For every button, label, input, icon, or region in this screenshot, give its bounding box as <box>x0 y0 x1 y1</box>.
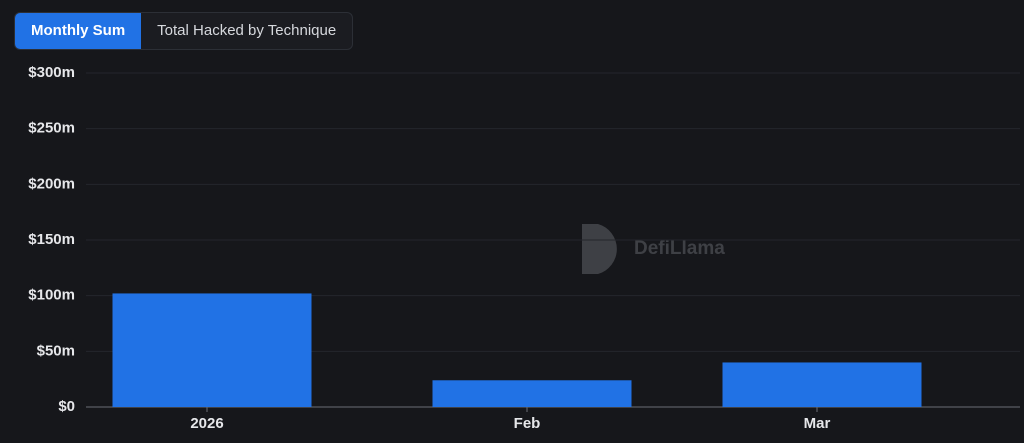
bar <box>112 293 312 407</box>
y-tick-label: $100m <box>28 287 75 304</box>
y-tick-label: $50m <box>37 342 75 359</box>
x-tick-label: 2026 <box>190 415 223 432</box>
x-tick-label: Mar <box>804 415 831 432</box>
bar <box>432 380 632 407</box>
y-tick-label: $200m <box>28 175 75 192</box>
bar <box>722 362 922 407</box>
x-tick-label: Feb <box>514 415 541 432</box>
y-tick-label: $250m <box>28 120 75 137</box>
watermark-logo <box>582 224 617 274</box>
y-tick-label: $150m <box>28 231 75 248</box>
y-tick-label: $300m <box>28 64 75 81</box>
tab-group: Monthly Sum Total Hacked by Technique <box>14 12 354 50</box>
watermark: DefiLlama <box>582 224 725 274</box>
tab[interactable]: Monthly Sum <box>15 13 142 49</box>
watermark-text: DefiLlama <box>634 238 725 259</box>
tab[interactable]: Total Hacked by Technique <box>157 22 337 39</box>
y-tick-label: $0 <box>58 398 75 415</box>
